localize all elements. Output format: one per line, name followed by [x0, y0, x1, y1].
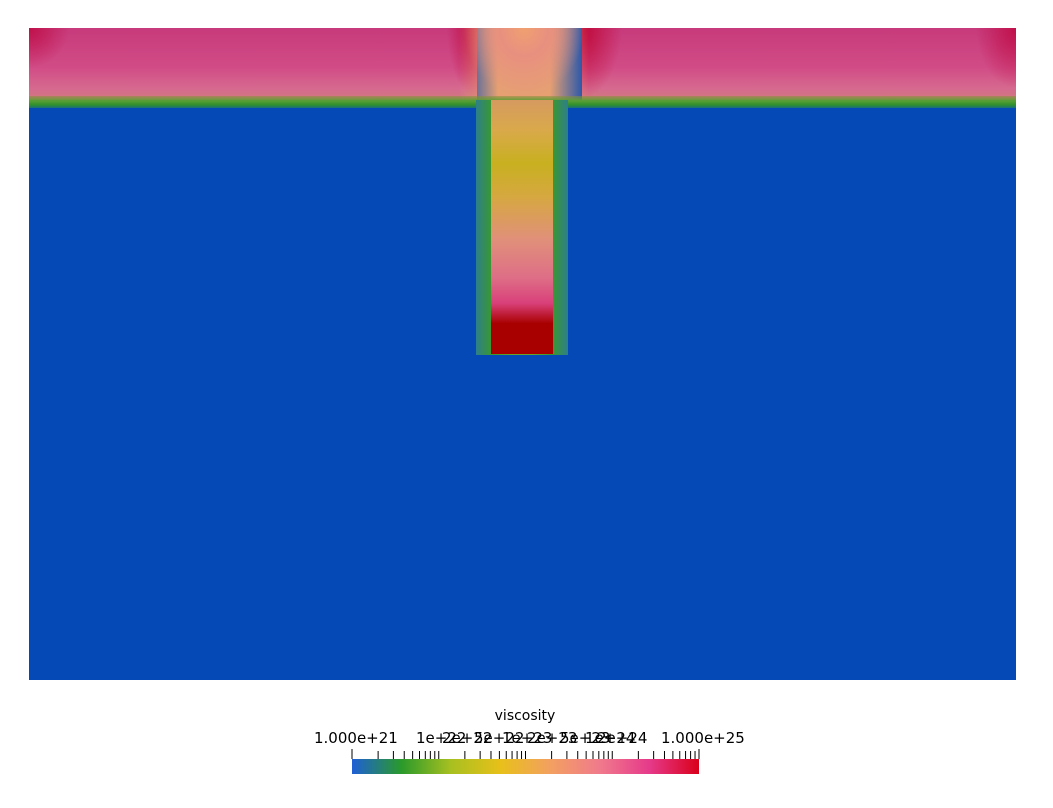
colorbar-tick-label: 5e+23	[560, 729, 611, 747]
colorbar-min-label: 1.000e+21	[314, 729, 398, 747]
slab-core	[491, 100, 553, 354]
colorbar-tick-label: 2e+24	[597, 729, 648, 747]
colorbar-tick-label: 2e+22	[442, 729, 493, 747]
right-plate-region	[582, 28, 1016, 100]
colorbar-gradient	[352, 759, 699, 774]
colorbar-title: viscosity	[494, 708, 556, 724]
trench-region	[459, 28, 589, 100]
colorbar-tick-label: 2e+23	[527, 729, 578, 747]
render-viewport[interactable]	[29, 28, 1016, 680]
colorbar-tick-label: 1e+23	[502, 729, 553, 747]
colorbar-max-label: 1.000e+25	[661, 729, 745, 747]
colorbar-tick-label: 5e+22	[474, 729, 525, 747]
colorbar-tick-label: 1e+22	[416, 729, 467, 747]
left-plate-region	[29, 28, 477, 100]
colorbar	[351, 749, 700, 774]
colorbar-tick-label: 1e+24	[585, 729, 636, 747]
